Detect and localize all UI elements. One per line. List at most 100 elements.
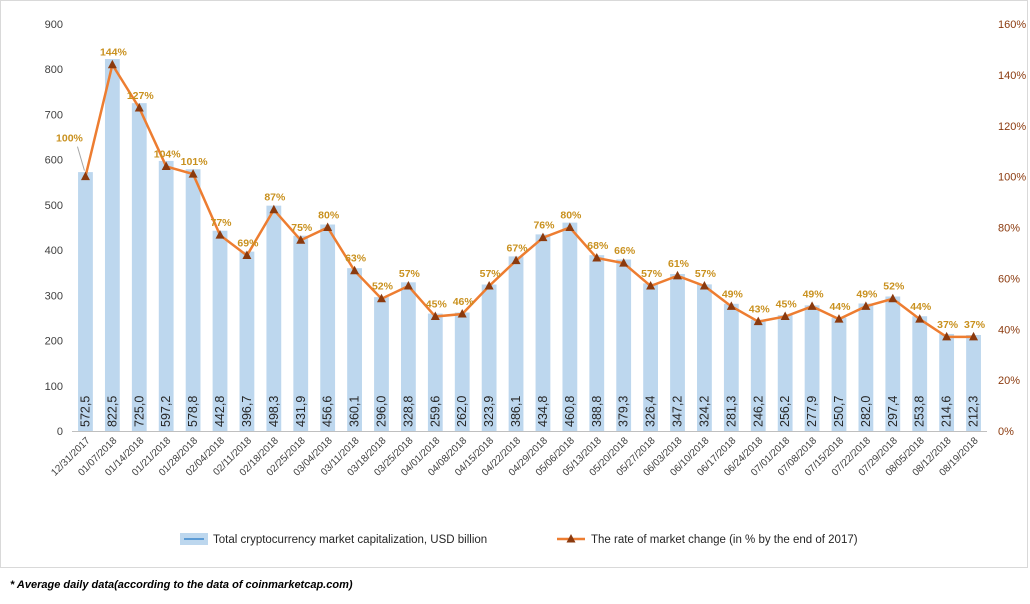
bar-04/22/2018 <box>508 256 524 431</box>
bar-label: 379,3 <box>617 396 631 427</box>
rate-label: 37% <box>964 319 986 331</box>
bar-label: 324,2 <box>697 396 711 427</box>
rate-label: 127% <box>127 90 155 102</box>
bar-label: 296,0 <box>374 396 388 427</box>
rate-label: 68% <box>587 240 609 252</box>
line-value-labels: 100% 144% 127% 104%101% 77% 69% 87% 75% 80% 63% 52… <box>56 47 986 331</box>
rate-marker-06/17/2018 <box>726 301 736 310</box>
rate-marker-02/18/2018 <box>269 204 279 214</box>
legend: Total cryptocurrency market capitalizati… <box>180 533 858 546</box>
bar-label: 212,3 <box>967 396 981 427</box>
bar-08/12/2018 <box>939 333 955 431</box>
y-left-tick: 900 <box>45 19 63 31</box>
bar-03/04/2018 <box>320 224 336 431</box>
rate-label: 104% <box>154 148 182 160</box>
line-series <box>80 59 979 341</box>
bar-01/07/2018 <box>104 59 120 432</box>
rate-marker-01/07/2018 <box>107 59 117 69</box>
rate-marker-06/24/2018 <box>753 316 763 326</box>
rate-label: 66% <box>614 245 636 257</box>
bar-07/15/2018 <box>831 317 847 431</box>
rate-marker-04/22/2018 <box>511 255 521 265</box>
bar-label: 246,2 <box>751 396 765 427</box>
rate-marker-04/29/2018 <box>538 232 548 242</box>
rate-marker-04/08/2018 <box>457 308 467 318</box>
combo-chart: 572,5 822,5 725,0 597,2 578,8 442,8 396,7 498,3… <box>45 19 1027 546</box>
bar-05/20/2018 <box>616 259 632 431</box>
rate-marker-01/28/2018 <box>188 169 198 178</box>
bar-08/19/2018 <box>966 334 981 431</box>
y-right-tick: 60% <box>998 273 1020 285</box>
bar-label: 326,4 <box>644 396 658 427</box>
bar-12/31/2017 <box>78 172 93 431</box>
bar-07/01/2018 <box>777 315 793 431</box>
rate-label: 57% <box>480 268 502 280</box>
bar-value-labels: 572,5 822,5 725,0 597,2 578,8 442,8 396,7 498,3… <box>78 396 980 427</box>
bar-07/08/2018 <box>804 305 820 431</box>
bar-02/18/2018 <box>266 205 282 431</box>
bar-label: 578,8 <box>186 396 200 427</box>
bar-label: 282,0 <box>859 396 873 427</box>
rate-label: 43% <box>749 304 771 316</box>
rate-label: 87% <box>264 192 286 204</box>
bar-label: 360,1 <box>348 396 362 427</box>
bar-06/03/2018 <box>670 273 685 431</box>
y-left-tick: 800 <box>45 64 63 76</box>
rate-marker-01/14/2018 <box>134 102 144 112</box>
legend-bar-label: Total cryptocurrency market capitalizati… <box>213 534 487 546</box>
rate-marker-06/03/2018 <box>673 270 683 280</box>
bar-05/27/2018 <box>643 283 659 431</box>
bar-04/29/2018 <box>535 234 551 431</box>
bar-label: 597,2 <box>159 396 173 427</box>
rate-marker-03/25/2018 <box>403 281 413 290</box>
bar-label: 396,7 <box>240 396 254 427</box>
bar-label: 456,6 <box>321 396 335 427</box>
y-left-tick: 100 <box>45 381 63 393</box>
label-leader-line <box>76 146 85 171</box>
rate-label: 100% <box>56 133 84 145</box>
bar-label: 386,1 <box>509 396 523 427</box>
rate-label: 76% <box>533 220 555 232</box>
bar-08/05/2018 <box>912 316 928 431</box>
bar-label: 347,2 <box>671 396 685 427</box>
bar-label: 572,5 <box>78 396 92 427</box>
bar-label: 388,8 <box>590 396 604 427</box>
rate-label: 57% <box>399 268 421 280</box>
footnote: * Average daily data(according to the da… <box>10 579 353 591</box>
rate-marker-03/11/2018 <box>350 265 360 275</box>
bar-04/01/2018 <box>427 313 443 431</box>
rate-label: 101% <box>181 156 209 168</box>
rate-label: 80% <box>318 210 340 222</box>
bar-label: 297,4 <box>886 396 900 427</box>
bar-03/18/2018 <box>374 297 389 431</box>
rate-marker-12/31/2017 <box>80 171 90 181</box>
rate-label: 75% <box>291 222 313 234</box>
y-right-tick: 80% <box>998 223 1020 235</box>
rate-label: 57% <box>695 268 717 280</box>
rate-label: 57% <box>641 268 663 280</box>
bar-label: 434,8 <box>536 396 550 427</box>
rate-label: 52% <box>372 281 394 293</box>
rate-marker-07/22/2018 <box>861 301 871 310</box>
y-left-tick: 300 <box>45 290 63 302</box>
rate-label: 46% <box>453 296 475 308</box>
rate-label: 52% <box>883 281 905 293</box>
bar-07/22/2018 <box>858 303 874 431</box>
rate-marker-05/06/2018 <box>565 222 575 231</box>
rate-label: 77% <box>211 217 233 229</box>
y-left-tick: 500 <box>45 200 63 212</box>
y-left-tick: 0 <box>57 426 63 438</box>
rate-marker-08/12/2018 <box>942 331 952 341</box>
rate-marker-05/27/2018 <box>646 281 656 290</box>
rate-marker-07/15/2018 <box>834 314 844 323</box>
bar-label: 259,6 <box>428 396 442 427</box>
bar-label: 498,3 <box>267 396 281 427</box>
bar-label: 725,0 <box>132 396 146 427</box>
bar-05/06/2018 <box>562 222 578 431</box>
y-right-tick: 120% <box>998 121 1026 133</box>
y-left-tick: 700 <box>45 109 63 121</box>
rate-marker-03/04/2018 <box>323 222 333 231</box>
bar-05/13/2018 <box>589 255 605 431</box>
rate-marker-05/13/2018 <box>592 253 602 262</box>
y-right-tick: 140% <box>998 70 1026 82</box>
